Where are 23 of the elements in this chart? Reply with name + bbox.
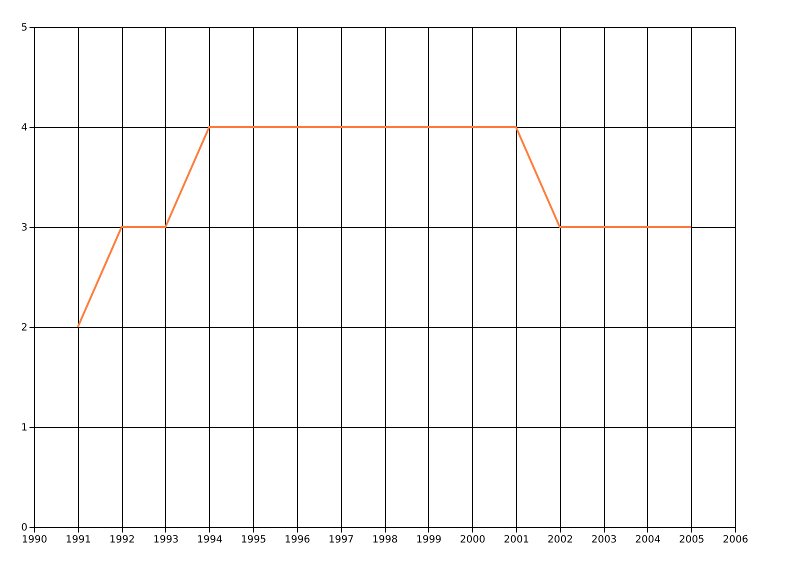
x-tick-label: 2000 — [460, 534, 486, 546]
x-tick-label: 1997 — [328, 534, 354, 546]
x-tick-label: 1998 — [372, 534, 398, 546]
x-tick-label: 1990 — [22, 534, 48, 546]
y-tick-label: 3 — [21, 222, 28, 234]
x-tick-label: 2002 — [548, 534, 573, 546]
y-tick-label: 0 — [21, 522, 28, 534]
y-tick-label: 4 — [21, 122, 28, 134]
x-tick-label: 2004 — [635, 534, 661, 546]
x-tick-label: 1999 — [416, 534, 442, 546]
x-tick-label: 2001 — [504, 534, 530, 546]
x-tick-label: 1991 — [66, 534, 92, 546]
x-tick-label: 1996 — [284, 534, 310, 546]
y-tick-label: 5 — [21, 22, 28, 34]
x-tick-label: 1995 — [240, 534, 266, 546]
x-tick-label: 2003 — [591, 534, 617, 546]
y-tick-label: 1 — [21, 422, 28, 434]
x-tick-label: 2006 — [722, 534, 748, 546]
y-tick-label: 2 — [21, 322, 28, 334]
x-tick-label: 2005 — [678, 534, 704, 546]
x-tick-label: 1993 — [153, 534, 179, 546]
x-tick-label: 1994 — [197, 534, 222, 546]
x-tick-label: 1992 — [109, 534, 135, 546]
